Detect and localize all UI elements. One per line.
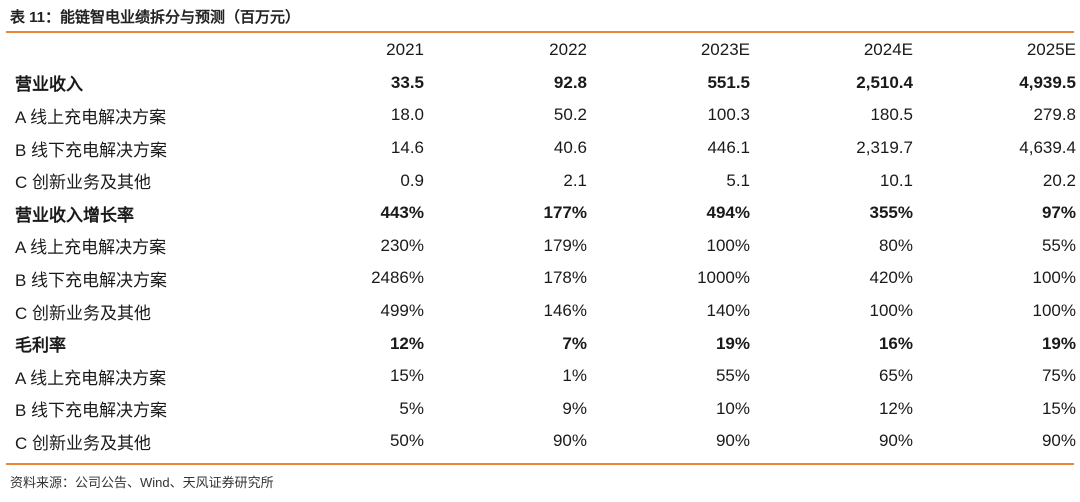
value-cell: 1%: [562, 366, 587, 386]
value-cell: 90%: [1041, 431, 1076, 451]
value-cell: 40.6: [553, 138, 587, 158]
value-cell: 443%: [380, 203, 424, 223]
table-body: 营业收入 33.5 92.8 551.5 2,510.4 4,939.5 A 线上充电解决方…: [6, 67, 1076, 458]
row-label: C 创新业务及其他: [15, 433, 151, 453]
value-cell: 90%: [715, 431, 750, 451]
value-cell: 446.1: [707, 138, 750, 158]
value-cell: 65%: [878, 366, 913, 386]
header-cell-2025e: 2025E: [1026, 40, 1076, 60]
value-cell: 100%: [1032, 268, 1076, 288]
value-cell: 19%: [715, 333, 750, 353]
top-rule: [6, 31, 1074, 33]
value-cell: 279.8: [1033, 105, 1076, 125]
section-row: 营业收入增长率 443% 177% 494% 355% 97%: [6, 197, 1076, 230]
value-cell: 10.1: [879, 170, 913, 190]
table-row: B 线下充电解决方案 2486% 178% 1000% 420% 100%: [6, 262, 1076, 295]
financial-table: 2021 2022 2023E 2024E 2025E 营业收入 33.5 92.8…: [6, 34, 1076, 458]
table-row: B 线下充电解决方案 5% 9% 10% 12% 15%: [6, 393, 1076, 426]
value-cell: 12%: [878, 398, 913, 418]
value-cell: 16%: [878, 333, 913, 353]
row-label: A 线上充电解决方案: [15, 238, 167, 258]
value-cell: 5.1: [726, 170, 750, 190]
value-cell: 80%: [878, 235, 913, 255]
value-cell: 4,939.5: [1019, 72, 1076, 92]
section-row: 毛利率 12% 7% 19% 16% 19%: [6, 327, 1076, 360]
bottom-rule: [6, 463, 1074, 465]
value-cell: 499%: [380, 301, 424, 321]
row-label: 毛利率: [15, 336, 66, 356]
value-cell: 420%: [869, 268, 913, 288]
value-cell: 14.6: [390, 138, 424, 158]
source-note: 资料来源：公司公告、Wind、天风证券研究所: [10, 475, 274, 490]
value-cell: 1000%: [697, 268, 750, 288]
value-cell: 146%: [543, 301, 587, 321]
header-row: 2021 2022 2023E 2024E 2025E: [6, 34, 1076, 67]
value-cell: 355%: [869, 203, 913, 223]
value-cell: 15%: [1041, 398, 1076, 418]
table-row: A 线上充电解决方案 15% 1% 55% 65% 75%: [6, 360, 1076, 393]
value-cell: 75%: [1041, 366, 1076, 386]
value-cell: 100%: [1032, 301, 1076, 321]
table-row: A 线上充电解决方案 18.0 50.2 100.3 180.5 279.8: [6, 99, 1076, 132]
header-cell-2022: 2022: [549, 40, 587, 60]
table-row: C 创新业务及其他 50% 90% 90% 90% 90%: [6, 425, 1076, 458]
row-label: B 线下充电解决方案: [15, 401, 168, 421]
value-cell: 100%: [869, 301, 913, 321]
table-row: A 线上充电解决方案 230% 179% 100% 80% 55%: [6, 230, 1076, 263]
header-cell-label: [6, 34, 261, 67]
value-cell: 90%: [878, 431, 913, 451]
value-cell: 2,510.4: [856, 72, 913, 92]
value-cell: 178%: [543, 268, 587, 288]
value-cell: 90%: [552, 431, 587, 451]
section-row: 营业收入 33.5 92.8 551.5 2,510.4 4,939.5: [6, 67, 1076, 100]
value-cell: 92.8: [553, 72, 587, 92]
value-cell: 19%: [1041, 333, 1076, 353]
value-cell: 230%: [380, 235, 424, 255]
value-cell: 20.2: [1042, 170, 1076, 190]
row-label: 营业收入增长率: [15, 205, 134, 225]
row-label: A 线上充电解决方案: [15, 107, 167, 127]
value-cell: 97%: [1041, 203, 1076, 223]
value-cell: 551.5: [707, 72, 750, 92]
value-cell: 12%: [389, 333, 424, 353]
value-cell: 5%: [399, 398, 424, 418]
value-cell: 2486%: [371, 268, 424, 288]
value-cell: 50%: [389, 431, 424, 451]
value-cell: 50.2: [553, 105, 587, 125]
value-cell: 180.5: [870, 105, 913, 125]
value-cell: 0.9: [400, 170, 424, 190]
table-caption: 表 11：能链智电业绩拆分与预测（百万元）: [10, 9, 301, 26]
header-cell-2023e: 2023E: [700, 40, 750, 60]
value-cell: 494%: [706, 203, 750, 223]
table-row: B 线下充电解决方案 14.6 40.6 446.1 2,319.7 4,639.4: [6, 132, 1076, 165]
value-cell: 100%: [706, 235, 750, 255]
header-cell-2024e: 2024E: [863, 40, 913, 60]
value-cell: 177%: [543, 203, 587, 223]
row-label: 营业收入: [15, 75, 83, 95]
value-cell: 15%: [389, 366, 424, 386]
value-cell: 2.1: [563, 170, 587, 190]
row-label: B 线下充电解决方案: [15, 140, 168, 160]
value-cell: 140%: [706, 301, 750, 321]
row-label: C 创新业务及其他: [15, 303, 151, 323]
value-cell: 4,639.4: [1019, 138, 1076, 158]
table-row: C 创新业务及其他 0.9 2.1 5.1 10.1 20.2: [6, 164, 1076, 197]
value-cell: 33.5: [390, 72, 424, 92]
value-cell: 10%: [715, 398, 750, 418]
value-cell: 100.3: [707, 105, 750, 125]
header-cell-2021: 2021: [386, 40, 424, 60]
value-cell: 2,319.7: [856, 138, 913, 158]
row-label: C 创新业务及其他: [15, 173, 151, 193]
row-label: B 线下充电解决方案: [15, 270, 168, 290]
value-cell: 9%: [562, 398, 587, 418]
value-cell: 179%: [543, 235, 587, 255]
value-cell: 55%: [1041, 235, 1076, 255]
table-row: C 创新业务及其他 499% 146% 140% 100% 100%: [6, 295, 1076, 328]
value-cell: 7%: [562, 333, 587, 353]
row-label: A 线上充电解决方案: [15, 368, 167, 388]
value-cell: 55%: [715, 366, 750, 386]
value-cell: 18.0: [390, 105, 424, 125]
